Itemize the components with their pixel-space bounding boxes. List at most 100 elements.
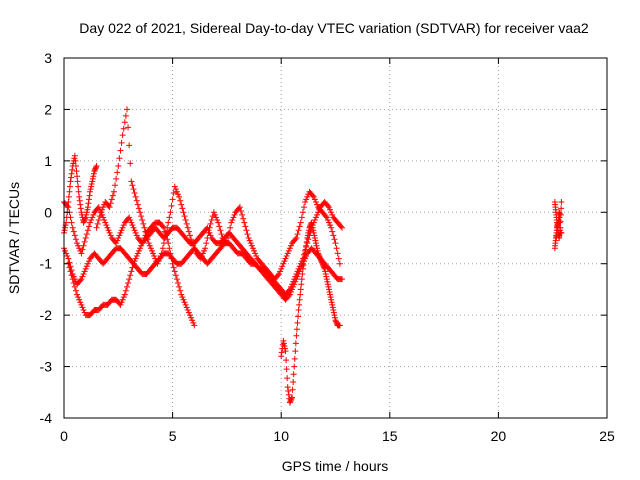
data-point xyxy=(75,242,82,249)
data-point xyxy=(134,201,141,208)
data-point xyxy=(172,272,179,279)
data-point xyxy=(319,260,326,267)
data-point xyxy=(170,264,177,271)
x-tick-label: 10 xyxy=(273,428,289,444)
data-point xyxy=(82,214,89,221)
data-point xyxy=(334,250,341,257)
data-point xyxy=(66,183,73,190)
data-point xyxy=(181,213,188,220)
data-point xyxy=(117,229,124,236)
data-point xyxy=(316,253,323,259)
data-point xyxy=(137,209,144,216)
data-point xyxy=(175,280,182,286)
data-point xyxy=(139,217,146,223)
data-point xyxy=(95,217,102,223)
data-point xyxy=(324,202,331,209)
data-point xyxy=(65,193,72,200)
data-point xyxy=(285,391,292,398)
data-point xyxy=(324,281,331,288)
data-point xyxy=(71,283,78,290)
data-point xyxy=(207,220,214,227)
data-point xyxy=(298,281,305,288)
data-point xyxy=(243,227,250,234)
data-point xyxy=(327,206,334,213)
data-point xyxy=(229,217,236,223)
data-point xyxy=(178,201,185,208)
data-point xyxy=(203,240,210,247)
data-point xyxy=(287,398,294,405)
series-track-7 xyxy=(551,199,565,252)
data-point xyxy=(556,209,563,216)
data-point xyxy=(122,287,129,294)
data-point xyxy=(133,197,140,204)
data-point xyxy=(166,214,173,221)
data-point xyxy=(74,240,81,247)
data-point xyxy=(182,217,189,223)
data-point xyxy=(186,312,193,319)
data-point xyxy=(75,188,82,195)
data-point xyxy=(278,349,285,356)
data-point xyxy=(296,268,303,275)
data-point xyxy=(89,175,96,182)
data-point xyxy=(249,245,256,252)
data-point xyxy=(230,214,237,221)
data-point xyxy=(66,259,73,266)
series-track-3 xyxy=(65,219,198,329)
data-point xyxy=(320,262,327,268)
data-point xyxy=(305,229,312,236)
data-point xyxy=(137,245,144,252)
y-tick-label: -1 xyxy=(40,256,53,272)
data-point xyxy=(291,363,298,370)
data-point xyxy=(197,255,204,262)
data-point xyxy=(106,204,113,211)
x-tick-label: 0 xyxy=(60,428,68,444)
data-point xyxy=(184,224,191,231)
data-point xyxy=(283,253,290,259)
data-point xyxy=(309,192,316,199)
data-point xyxy=(217,227,224,234)
data-point xyxy=(337,223,344,230)
data-point xyxy=(163,229,170,236)
data-point xyxy=(172,186,179,193)
data-point xyxy=(126,142,133,149)
data-point xyxy=(131,227,138,234)
data-point xyxy=(123,283,130,290)
data-point xyxy=(76,193,83,200)
data-point xyxy=(84,227,91,234)
y-tick-label: 0 xyxy=(44,204,52,220)
data-point xyxy=(169,260,176,267)
data-point xyxy=(318,258,325,265)
data-point xyxy=(140,220,147,227)
data-point xyxy=(116,232,123,239)
data-point xyxy=(72,157,79,164)
data-point xyxy=(81,268,88,275)
data-point xyxy=(178,291,185,298)
data-point xyxy=(295,313,302,320)
data-point xyxy=(144,236,151,243)
data-point xyxy=(70,280,77,286)
data-point xyxy=(186,232,193,239)
data-point xyxy=(282,345,289,352)
data-point xyxy=(331,314,338,321)
data-point xyxy=(211,211,218,218)
data-point xyxy=(77,299,84,306)
data-point xyxy=(331,312,338,319)
data-point xyxy=(85,223,92,230)
data-point xyxy=(106,229,113,236)
data-point xyxy=(558,229,565,236)
data-point xyxy=(141,224,148,231)
data-point xyxy=(280,337,287,344)
y-tick-label: -2 xyxy=(40,307,53,323)
data-point xyxy=(311,196,318,203)
data-point xyxy=(133,253,140,259)
data-point xyxy=(312,240,319,247)
data-point xyxy=(80,271,87,277)
data-point xyxy=(247,240,254,247)
data-point xyxy=(330,232,337,239)
data-point xyxy=(68,174,75,181)
data-point xyxy=(92,165,99,172)
data-point xyxy=(339,224,346,231)
data-point xyxy=(333,245,340,252)
data-point xyxy=(78,250,85,257)
y-tick-label: 3 xyxy=(44,50,52,66)
